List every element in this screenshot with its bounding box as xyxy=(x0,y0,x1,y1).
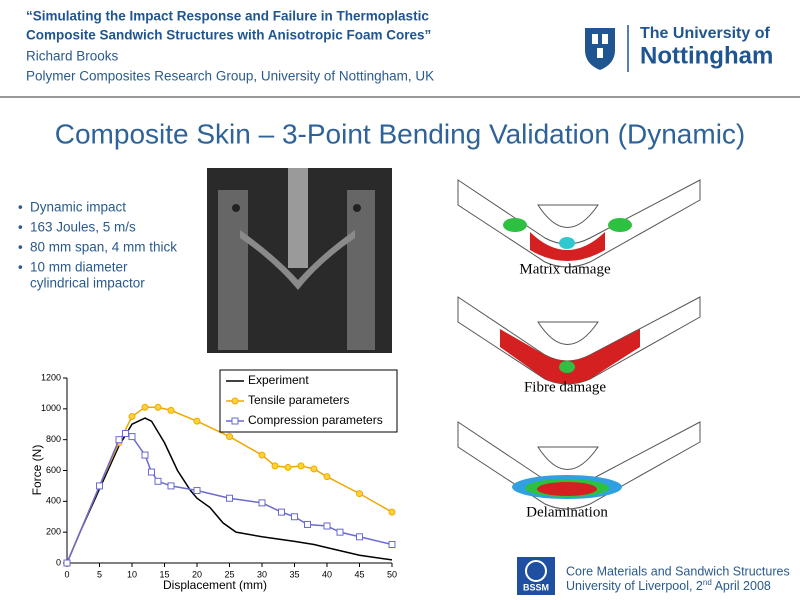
point xyxy=(226,433,233,441)
university-crest xyxy=(585,25,629,72)
footer-text: April 2008 xyxy=(712,579,771,593)
point xyxy=(141,403,149,411)
logo-text: BSSM xyxy=(523,582,549,592)
svg-text:•: • xyxy=(18,260,23,275)
caption: Fibre damage xyxy=(524,379,606,395)
point xyxy=(388,508,396,516)
point xyxy=(63,559,71,567)
point xyxy=(193,417,201,425)
y-tick-label: 0 xyxy=(56,557,61,567)
y-tick-label: 200 xyxy=(46,527,61,537)
point xyxy=(323,473,331,481)
y-tick-label: 800 xyxy=(46,434,61,444)
fe-images xyxy=(457,179,701,510)
svg-text:•: • xyxy=(18,220,23,235)
svg-text:•: • xyxy=(18,240,23,255)
bullet: 80 mm span, 4 mm thick xyxy=(30,240,177,255)
y-tick-label: 1000 xyxy=(41,403,61,413)
point xyxy=(258,499,266,507)
legend-box xyxy=(219,369,398,433)
point xyxy=(148,468,155,476)
y-tick-label: 1200 xyxy=(41,372,61,382)
x-tick-label: 45 xyxy=(354,569,364,579)
affiliation: Polymer Composites Research Group, Unive… xyxy=(26,69,434,84)
x-tick-label: 15 xyxy=(159,569,169,579)
x-tick-label: 35 xyxy=(289,569,299,579)
point xyxy=(154,403,162,411)
logo-text: The University of xyxy=(640,25,770,42)
point xyxy=(258,451,266,459)
header-title: “Simulating the Impact Response and Fail… xyxy=(26,9,429,24)
x-tick-label: 30 xyxy=(257,569,267,579)
point xyxy=(323,522,331,530)
point xyxy=(167,482,175,490)
point xyxy=(96,482,103,490)
bullet-list: • Dynamic impact • 163 Joules, 5 m/s • 80 m… xyxy=(18,200,177,291)
y-tick-label: 400 xyxy=(46,496,61,506)
point xyxy=(284,463,292,471)
bssm-logo: BSSM xyxy=(517,557,555,595)
y-tick-label: 600 xyxy=(46,465,61,475)
point xyxy=(356,490,363,498)
point xyxy=(167,406,175,414)
test-photo xyxy=(207,168,392,353)
point xyxy=(115,436,123,444)
point xyxy=(271,462,279,470)
legend-label: Tensile parameters xyxy=(248,393,349,407)
caption: Delamination xyxy=(526,504,608,520)
x-tick-label: 10 xyxy=(127,569,137,579)
point xyxy=(336,528,344,536)
x-tick-label: 0 xyxy=(64,569,69,579)
point xyxy=(128,413,136,421)
slide-title: Composite Skin – 3-Point Bending Validat… xyxy=(55,118,745,149)
bullet: 10 mm diameter xyxy=(30,260,128,275)
point xyxy=(193,487,201,495)
y-axis-label: Force (N) xyxy=(30,445,44,496)
legend-label: Experiment xyxy=(248,373,309,387)
point xyxy=(388,541,396,548)
superscript: nd xyxy=(703,578,712,587)
x-tick-label: 5 xyxy=(97,569,102,579)
footer-text: Core Materials and Sandwich Structures xyxy=(566,564,790,578)
legend-marker xyxy=(231,417,239,425)
point xyxy=(154,477,162,485)
bullet: 163 Joules, 5 m/s xyxy=(30,220,136,235)
bullet: Dynamic impact xyxy=(30,200,126,215)
legend-label: Compression parameters xyxy=(248,413,383,427)
point xyxy=(141,451,149,459)
x-tick-label: 50 xyxy=(387,569,397,579)
caption: Matrix damage xyxy=(519,261,611,277)
header-title: Composite Sandwich Structures with Aniso… xyxy=(26,28,431,43)
point xyxy=(122,430,129,437)
logo-text: Nottingham xyxy=(640,42,773,69)
footer-text: University of Liverpool, 2 xyxy=(566,579,703,593)
point xyxy=(128,433,136,441)
svg-text:•: • xyxy=(18,200,23,215)
point xyxy=(297,462,305,470)
point xyxy=(291,513,298,521)
author: Richard Brooks xyxy=(26,49,119,64)
bullet: cylindrical impactor xyxy=(30,276,145,291)
x-tick-label: 25 xyxy=(224,569,234,579)
chart: 0 200 400 600 800 1000 1200 0 5 10 15 20 25 30 35 40 45 5… xyxy=(41,369,398,579)
point xyxy=(310,465,318,473)
x-tick-label: 20 xyxy=(192,569,202,579)
legend-marker xyxy=(231,397,239,405)
point xyxy=(356,533,363,541)
x-axis-label: Displacement (mm) xyxy=(163,578,267,592)
x-tick-label: 40 xyxy=(322,569,332,579)
point xyxy=(304,520,311,528)
footer-text: University of Liverpool, 2nd April 2008 xyxy=(566,578,771,593)
point xyxy=(278,508,285,516)
point xyxy=(226,494,233,502)
